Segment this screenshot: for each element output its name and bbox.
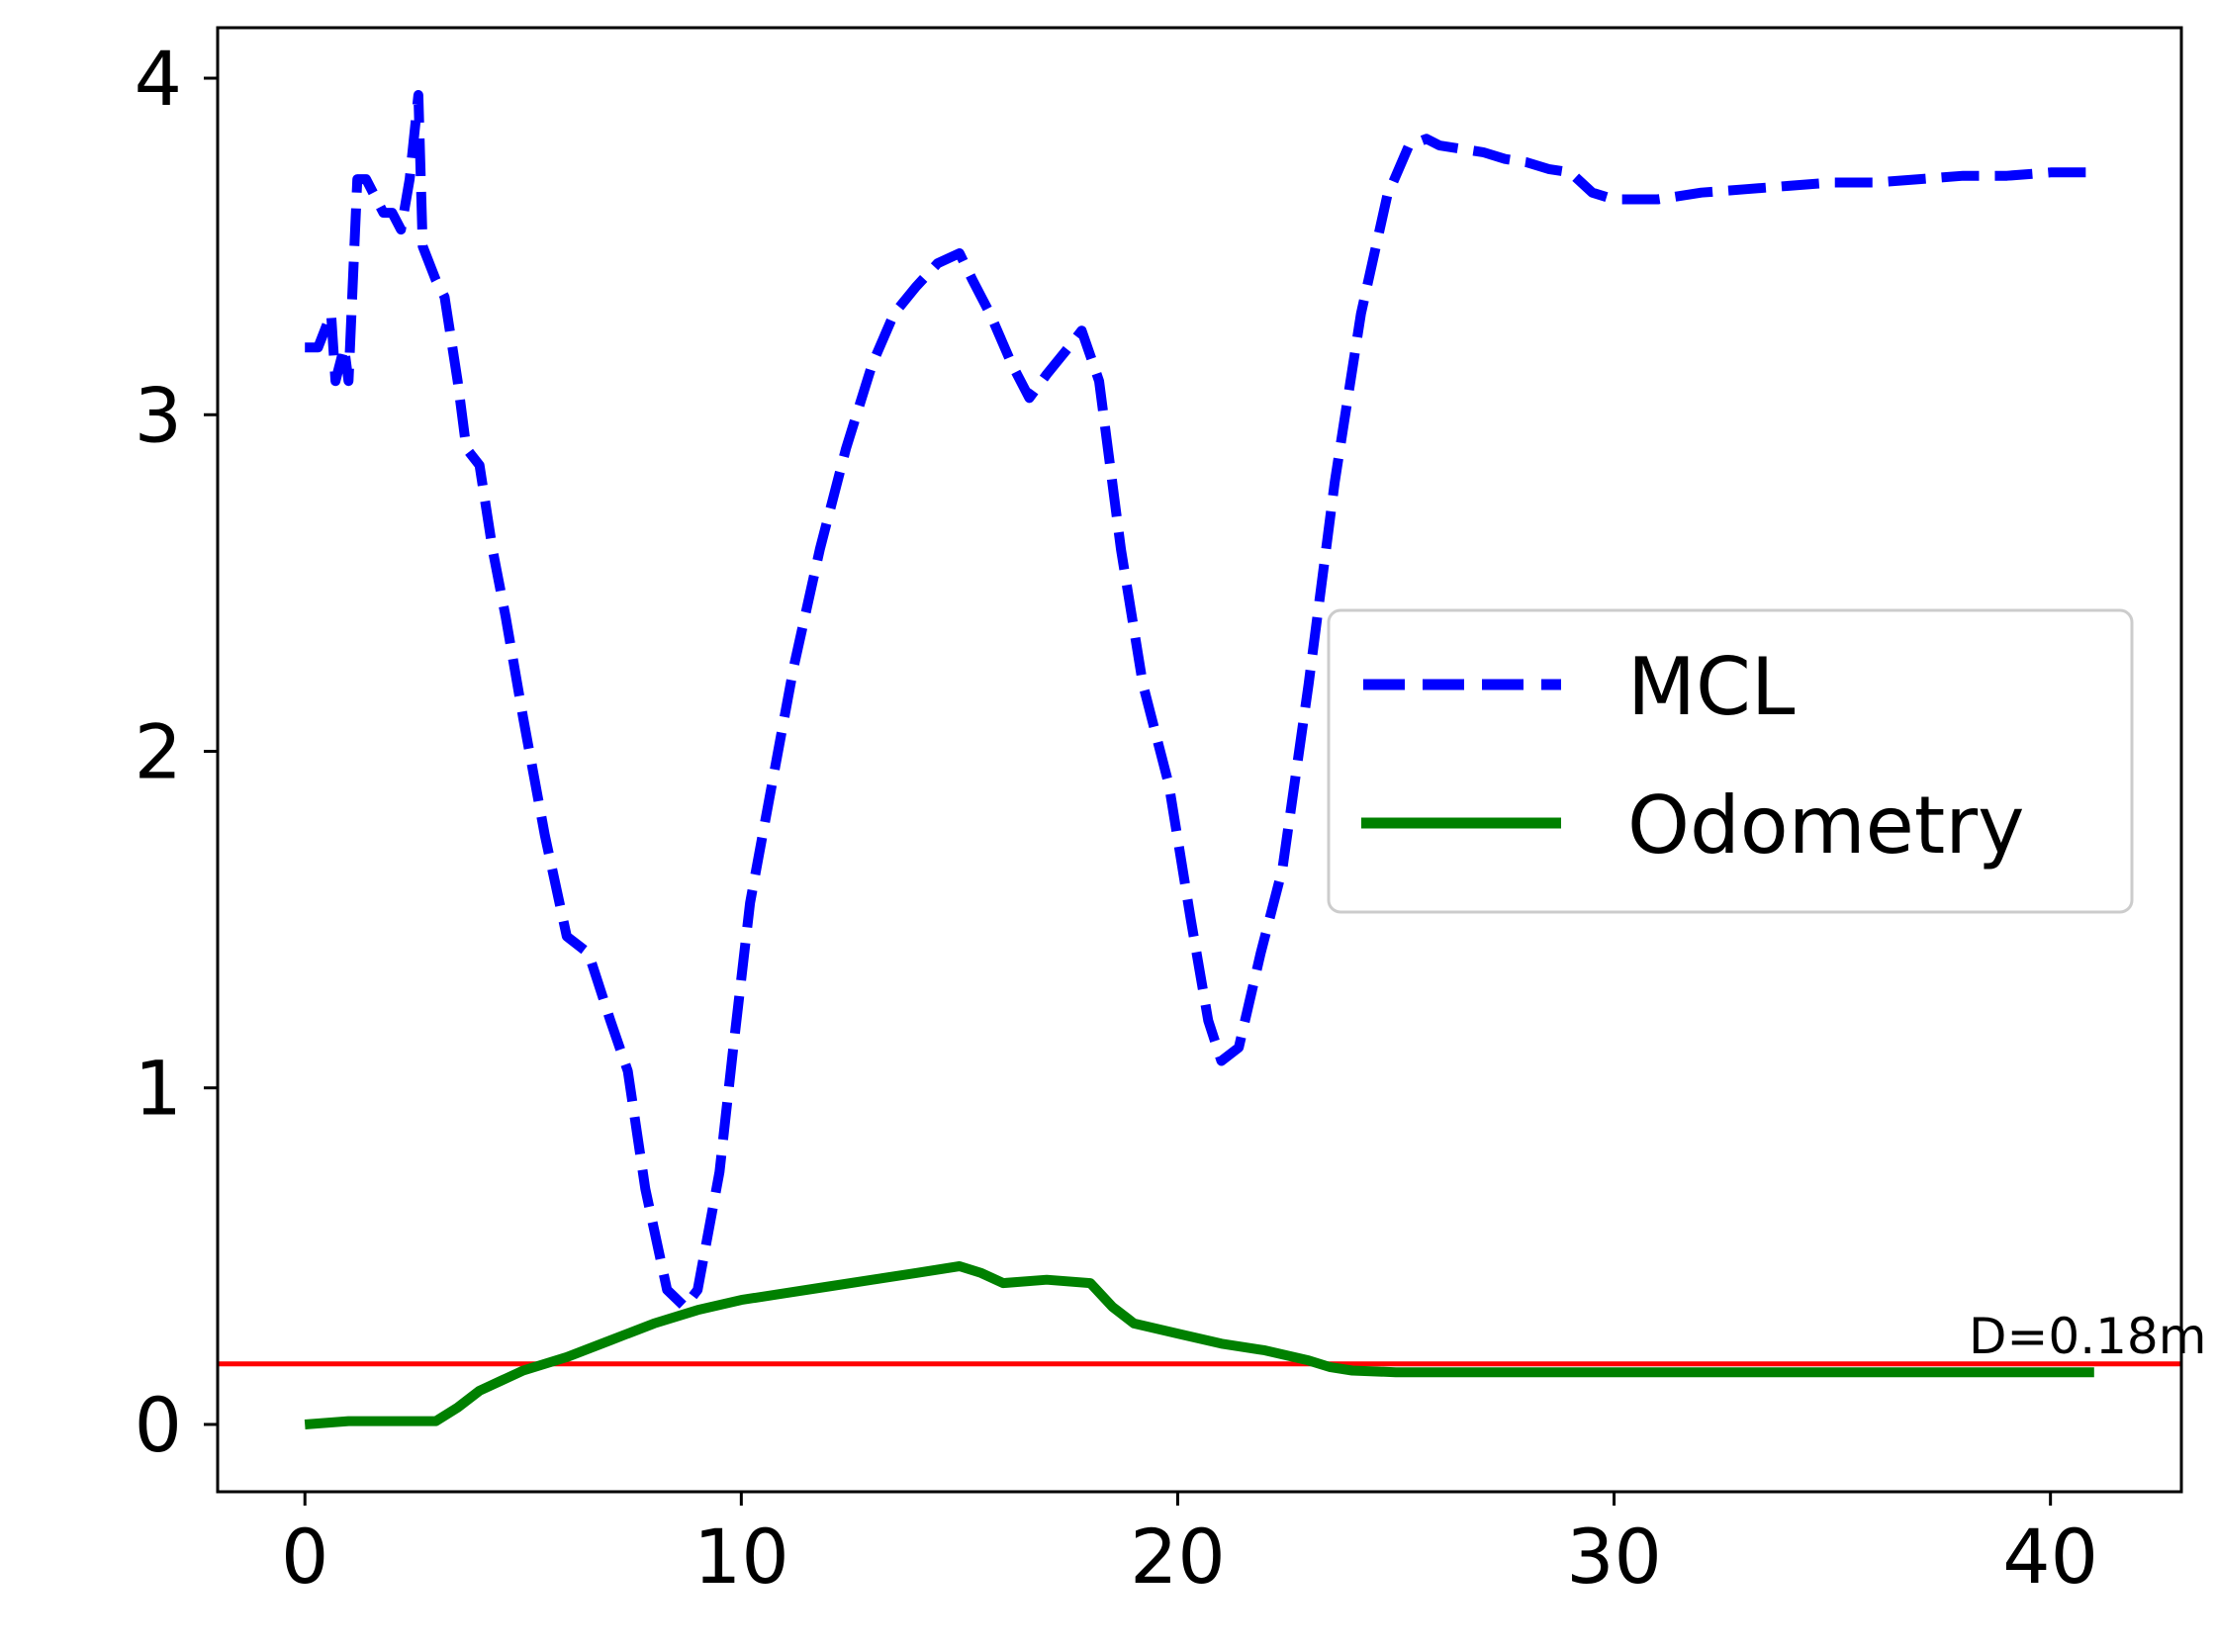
y-tick-label: 2 bbox=[135, 707, 182, 795]
x-tick-label: 10 bbox=[693, 1513, 789, 1601]
y-tick-label: 1 bbox=[135, 1045, 182, 1133]
x-axis: 0 10 20 30 40 bbox=[281, 1492, 2098, 1601]
legend-mcl-label: MCL bbox=[1627, 641, 1796, 733]
x-tick-label: 20 bbox=[1130, 1513, 1226, 1601]
y-tick-label: 3 bbox=[135, 371, 182, 459]
series-line-mcl bbox=[305, 90, 2094, 1312]
legend-box bbox=[1327, 608, 2134, 914]
legend-odometry-label: Odometry bbox=[1627, 780, 2024, 872]
legend: MCL Odometry bbox=[1327, 608, 2134, 914]
y-tick-label: 4 bbox=[135, 35, 182, 123]
y-axis: 0 1 2 3 4 bbox=[135, 35, 218, 1469]
x-tick-label: 30 bbox=[1566, 1513, 1662, 1601]
x-tick-label: 40 bbox=[2002, 1513, 2098, 1601]
plot-frame bbox=[216, 26, 2183, 1494]
series-layer bbox=[304, 90, 2094, 1429]
x-tick-label: 0 bbox=[281, 1513, 328, 1601]
reference-line-label: D=0.18m bbox=[1969, 1308, 2206, 1365]
y-tick-label: 0 bbox=[135, 1381, 182, 1469]
series-line-odometry bbox=[304, 1261, 2094, 1429]
